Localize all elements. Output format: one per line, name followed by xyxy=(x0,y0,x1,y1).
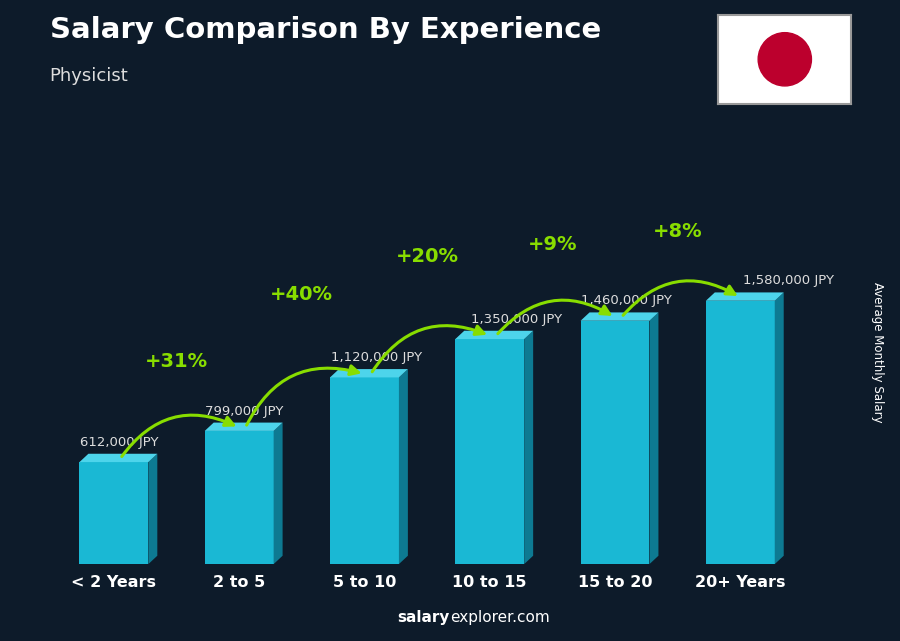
Polygon shape xyxy=(330,369,408,378)
Text: +8%: +8% xyxy=(652,222,703,241)
Text: Salary Comparison By Experience: Salary Comparison By Experience xyxy=(50,16,601,44)
Polygon shape xyxy=(274,422,283,564)
Text: +20%: +20% xyxy=(396,247,459,266)
Polygon shape xyxy=(330,378,399,564)
Polygon shape xyxy=(148,454,157,564)
Text: 1,460,000 JPY: 1,460,000 JPY xyxy=(581,294,672,308)
Polygon shape xyxy=(204,431,274,564)
Polygon shape xyxy=(455,331,533,339)
Polygon shape xyxy=(79,454,158,462)
Polygon shape xyxy=(706,292,784,301)
Text: 1,580,000 JPY: 1,580,000 JPY xyxy=(742,274,833,287)
Polygon shape xyxy=(580,320,650,564)
Text: 799,000 JPY: 799,000 JPY xyxy=(205,404,284,417)
Text: Physicist: Physicist xyxy=(50,67,128,85)
Text: 612,000 JPY: 612,000 JPY xyxy=(80,436,158,449)
Text: +40%: +40% xyxy=(270,285,333,304)
Polygon shape xyxy=(524,331,533,564)
Text: 1,350,000 JPY: 1,350,000 JPY xyxy=(471,313,562,326)
Text: explorer.com: explorer.com xyxy=(450,610,550,625)
Polygon shape xyxy=(204,422,283,431)
Polygon shape xyxy=(650,312,659,564)
Polygon shape xyxy=(706,301,775,564)
Text: +31%: +31% xyxy=(145,352,208,371)
Polygon shape xyxy=(775,292,784,564)
Text: Average Monthly Salary: Average Monthly Salary xyxy=(871,282,884,423)
Polygon shape xyxy=(580,312,659,320)
Text: +9%: +9% xyxy=(527,235,577,254)
Polygon shape xyxy=(79,462,148,564)
Text: salary: salary xyxy=(398,610,450,625)
Circle shape xyxy=(758,33,812,86)
Text: 1,120,000 JPY: 1,120,000 JPY xyxy=(330,351,422,364)
Polygon shape xyxy=(399,369,408,564)
Polygon shape xyxy=(455,339,524,564)
